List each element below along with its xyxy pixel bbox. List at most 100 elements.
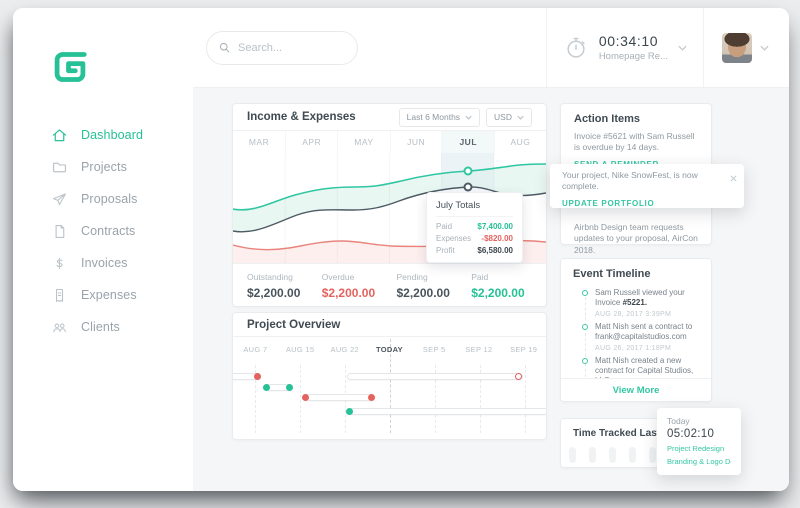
income-expenses-card: Income & Expenses Last 6 Months USD [232, 103, 547, 307]
sidebar-nav: Dashboard Projects Proposals Contracts [51, 119, 193, 343]
app-window: Dashboard Projects Proposals Contracts [13, 8, 789, 491]
popup-day: Today [667, 416, 690, 426]
sidebar-item-proposals[interactable]: Proposals [51, 183, 193, 215]
send-icon [52, 192, 67, 205]
time-bar [589, 447, 596, 463]
month-label: AUG [493, 131, 546, 153]
sidebar-item-label: Contracts [81, 224, 136, 238]
timeline-dot-icon [582, 323, 588, 330]
date-label: AUG 22 [330, 344, 360, 354]
chevron-down-icon [465, 115, 472, 120]
date-label: AUG 15 [285, 344, 315, 354]
event-date: AUG 28, 2017 3:39PM [595, 310, 672, 318]
stat-outstanding: Outstanding $2,200.00 [247, 272, 322, 306]
date-label: SEP 5 [422, 344, 446, 354]
timeline-dot-icon [582, 357, 588, 364]
sidebar-item-label: Invoices [81, 256, 128, 270]
gantt-milestone-dot [286, 384, 293, 391]
date-label: SEP 12 [465, 344, 493, 354]
event-timeline-card: Event Timeline Sam Russell viewed your I… [560, 258, 712, 402]
tooltip-paid-value: $7,400.00 [477, 222, 513, 231]
event-date: AUG 26, 2017 1:18PM [595, 344, 672, 352]
stat-label: Outstanding [247, 272, 293, 282]
project-complete-toast: Your project, Nike SnowFest, is now comp… [550, 164, 744, 208]
stopwatch-icon [567, 37, 585, 58]
sidebar-item-label: Clients [81, 320, 120, 334]
time-bar [649, 447, 656, 463]
sidebar-item-contracts[interactable]: Contracts [51, 215, 193, 247]
search-input[interactable] [238, 41, 345, 54]
sidebar: Dashboard Projects Proposals Contracts [13, 8, 193, 491]
stat-value: $2,200.00 [321, 286, 376, 300]
currency-filter-dropdown[interactable]: USD [486, 107, 532, 127]
income-expenses-title: Income & Expenses [247, 111, 356, 123]
sidebar-item-projects[interactable]: Projects [51, 151, 193, 183]
stat-label: Pending [396, 272, 428, 282]
search-box [206, 30, 358, 65]
currency-filter-value: USD [494, 112, 512, 122]
tooltip-expenses-value: -$820.00 [481, 234, 513, 243]
month-label: MAY [337, 131, 389, 153]
gantt-date-axis: AUG 7 AUG 15 AUG 22 TODAY SEP 5 SEP 12 S… [233, 337, 546, 361]
date-label: SEP 19 [510, 344, 538, 354]
sidebar-item-dashboard[interactable]: Dashboard [51, 119, 193, 151]
gantt-milestone-ring [515, 373, 522, 380]
range-filter-value: Last 6 Months [406, 112, 461, 122]
month-label-active: JUL [441, 131, 494, 153]
view-more-link[interactable]: View More [561, 378, 711, 401]
sidebar-item-expenses[interactable]: Expenses [51, 279, 193, 311]
month-label: APR [285, 131, 337, 153]
stat-paid: Paid $2,200.00 [471, 272, 546, 306]
timer-time: 00:34:10 [598, 33, 659, 49]
date-label-today: TODAY [376, 344, 403, 354]
bonsai-logo [51, 48, 193, 91]
stat-value: $2,200.00 [471, 286, 525, 300]
gantt-bar[interactable] [305, 394, 375, 401]
tooltip-label: Expenses [436, 234, 472, 243]
gantt-chart [233, 339, 546, 439]
toast-text: Your project, Nike SnowFest, is now comp… [562, 170, 698, 192]
today-line [390, 339, 391, 433]
sidebar-item-label: Proposals [81, 192, 138, 206]
chevron-down-icon [517, 115, 524, 120]
folder-icon [52, 162, 67, 172]
topbar: 00:34:10 Homepage Re... [193, 8, 789, 88]
timer-widget[interactable]: 00:34:10 Homepage Re... [545, 8, 703, 87]
paid-marker [463, 166, 473, 176]
sidebar-item-label: Expenses [81, 288, 137, 302]
timeline-dot-icon [582, 290, 588, 296]
gantt-bar[interactable] [347, 373, 523, 380]
document-icon [55, 224, 65, 238]
sidebar-item-clients[interactable]: Clients [51, 311, 193, 343]
today-time-popup: Today 05:02:10 Project Redesign Branding… [657, 408, 741, 475]
search-icon [219, 42, 230, 53]
user-menu[interactable] [703, 8, 771, 87]
profit-marker [463, 182, 473, 192]
time-bar [569, 447, 576, 463]
stat-pending: Pending $2,200.00 [397, 272, 472, 306]
popup-project-link[interactable]: Project Redesign [667, 444, 725, 453]
close-icon[interactable] [730, 169, 737, 187]
stat-label: Overdue [321, 272, 355, 282]
invoice-stats-row: Outstanding $2,200.00 Overdue $2,200.00 … [233, 263, 546, 306]
sidebar-item-label: Projects [81, 160, 127, 174]
gantt-bar[interactable] [348, 408, 546, 415]
range-filter-dropdown[interactable]: Last 6 Months [398, 107, 481, 127]
event-text: Sam Russell viewed your Invoice [595, 288, 685, 308]
july-totals-tooltip: July Totals Paid $7,400.00 Expenses -$820.… [426, 192, 523, 263]
month-label: JUN [389, 131, 442, 153]
popup-project-link[interactable]: Branding & Logo Design... [667, 457, 731, 466]
event-timeline-title: Event Timeline [573, 268, 651, 280]
people-icon [53, 323, 66, 332]
avatar [722, 32, 752, 63]
dashboard-content: Income & Expenses Last 6 Months USD [193, 88, 789, 491]
sidebar-item-invoices[interactable]: Invoices [51, 247, 193, 279]
event-text: Matt Nish sent a contract to frank@capit… [595, 321, 693, 342]
stat-value: $2,200.00 [396, 286, 450, 300]
home-icon [52, 128, 67, 141]
action-item-text: Invoice #5621 with Sam Russell is overdu… [574, 131, 695, 153]
stat-value: $2,200.00 [247, 286, 301, 300]
update-portfolio-link[interactable]: UPDATE PORTFOLIO [562, 198, 655, 208]
tooltip-title: July Totals [436, 200, 513, 217]
tooltip-profit-value: $6,580.00 [477, 246, 513, 255]
